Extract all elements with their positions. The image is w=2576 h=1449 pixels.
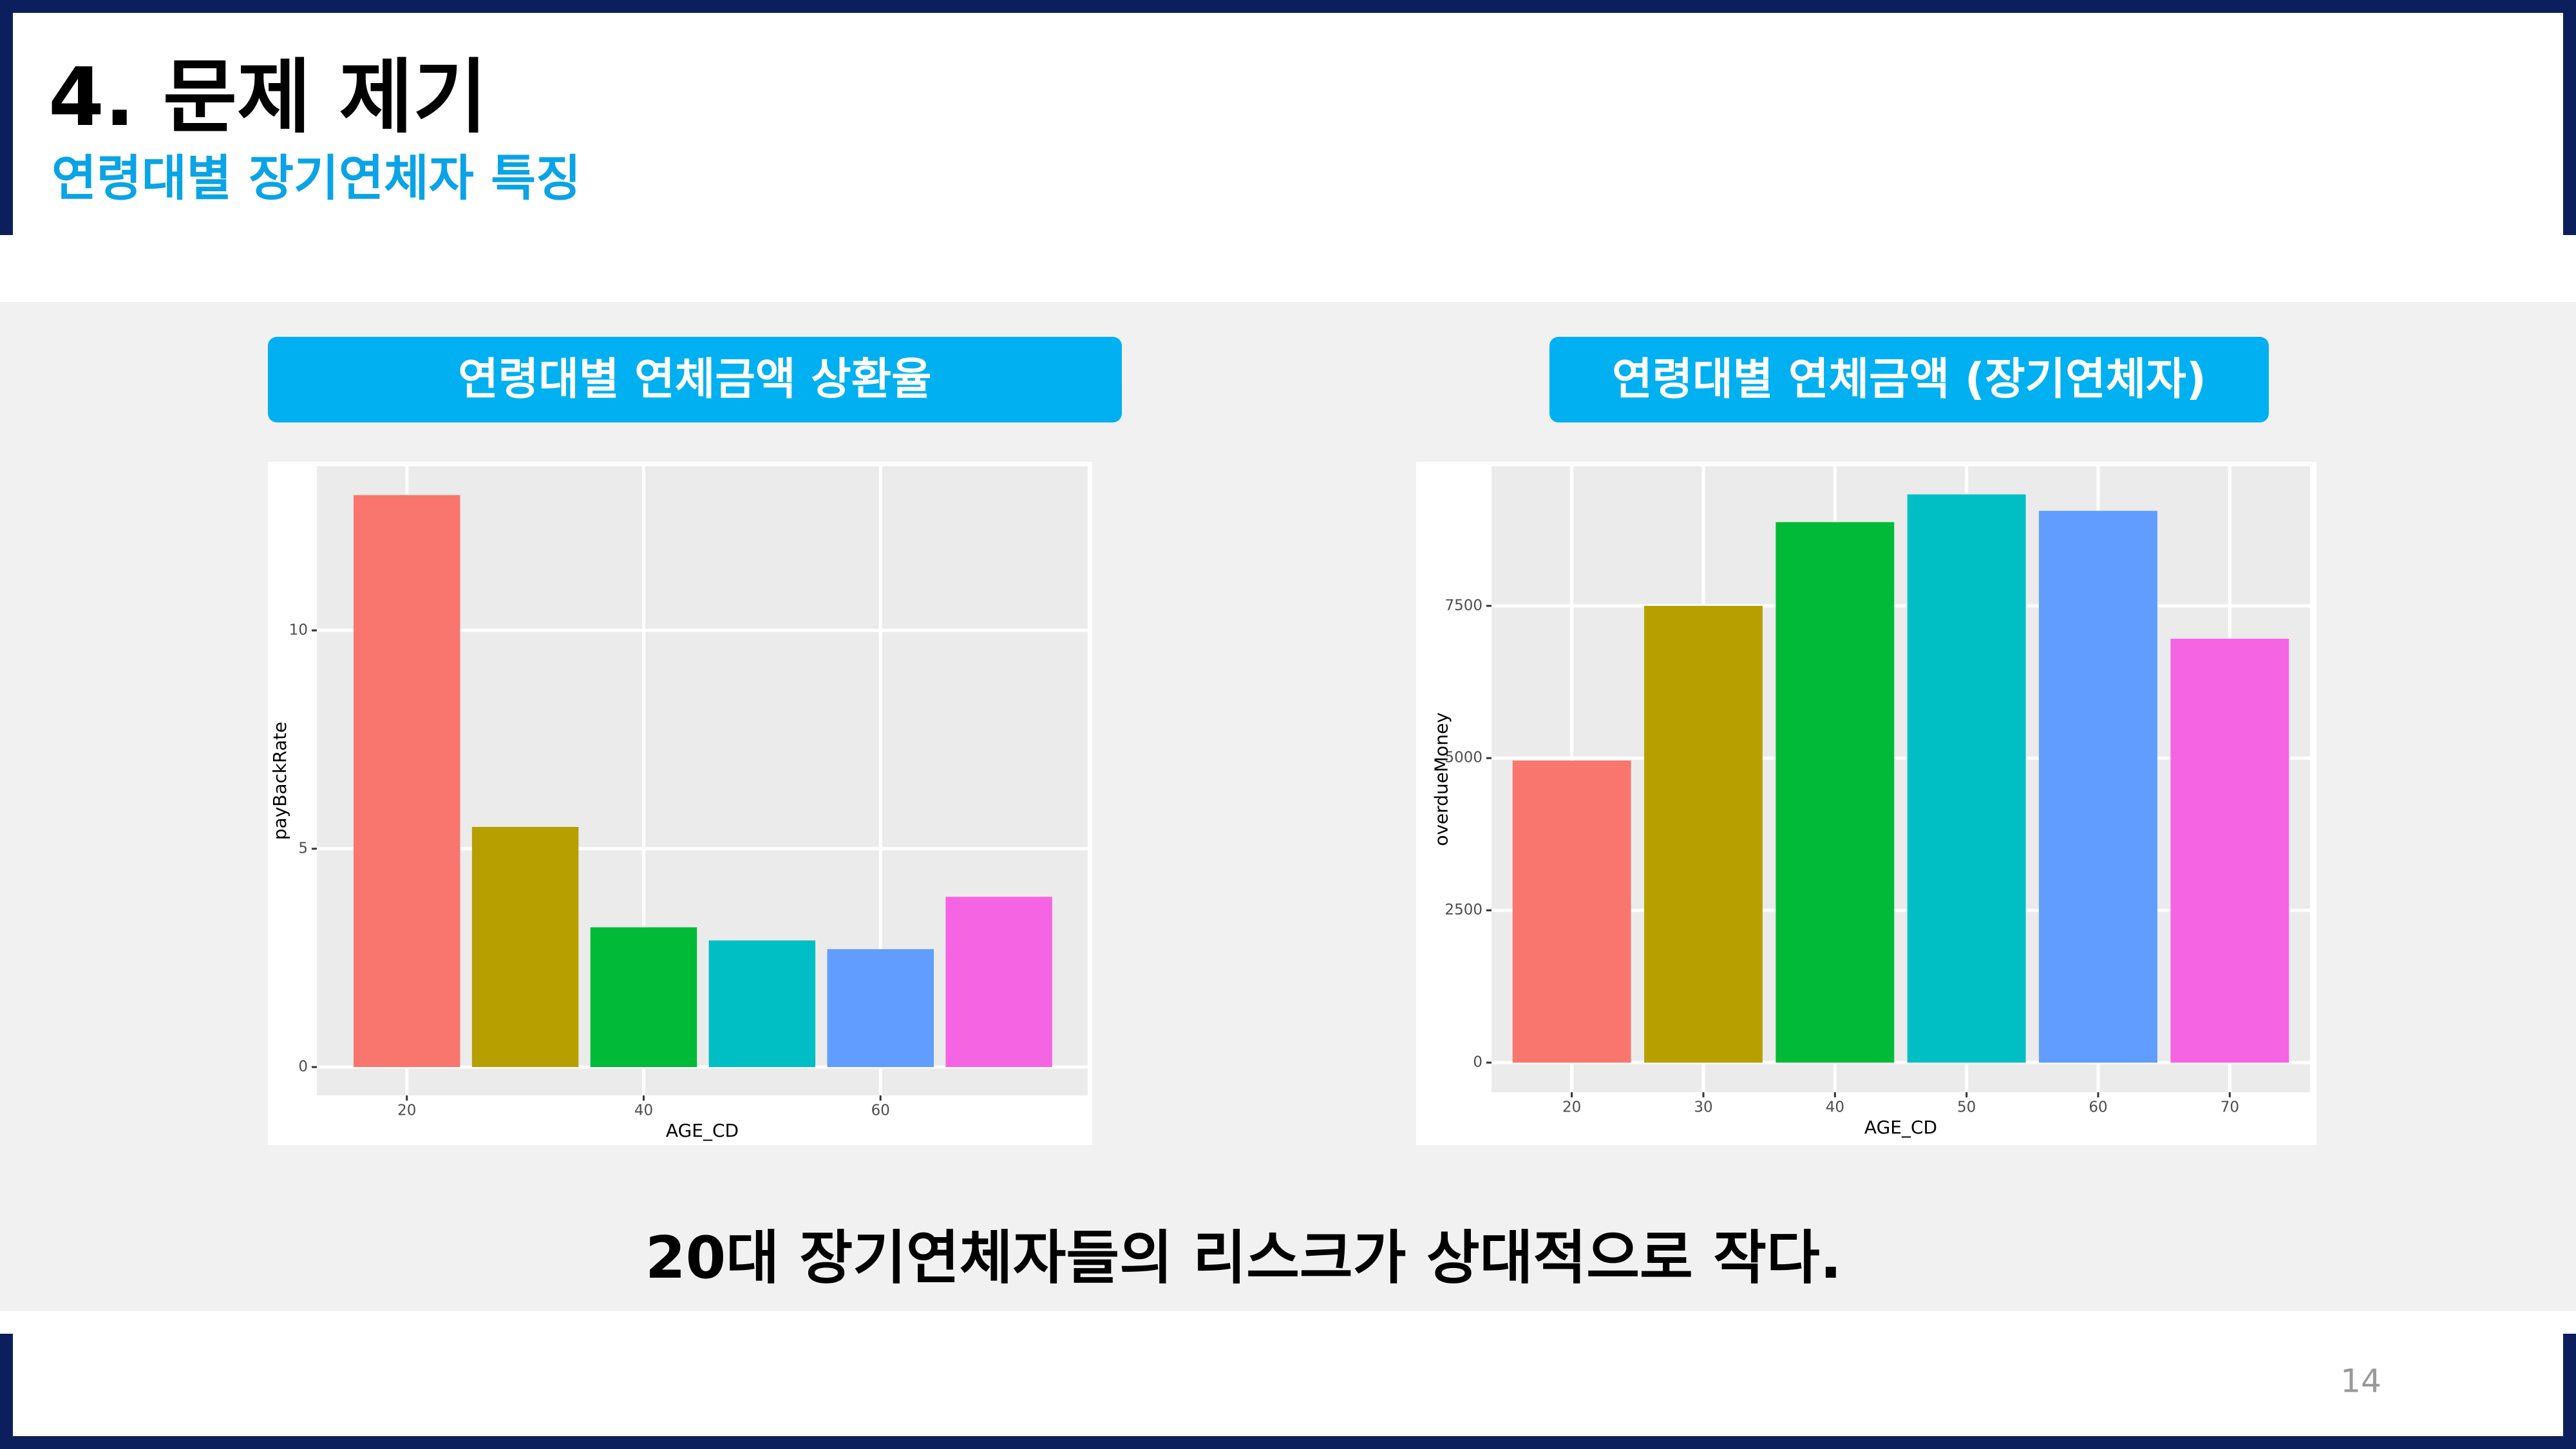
- x-tick-label: 50: [1957, 1099, 1976, 1116]
- x-tick-label: 30: [1694, 1099, 1712, 1116]
- x-tick-label: 60: [2088, 1099, 2107, 1116]
- x-tick-label: 20: [1562, 1099, 1581, 1116]
- bar: [1644, 605, 1763, 1063]
- right-stripe-bottom: [2563, 1334, 2576, 1449]
- bar: [590, 927, 697, 1067]
- bar: [827, 949, 934, 1067]
- bar: [2039, 511, 2157, 1063]
- bar: [1512, 760, 1631, 1063]
- title-box: [268, 337, 1122, 422]
- y-tick-label: 7500: [1444, 597, 1482, 614]
- y-tick-label: 5000: [1444, 750, 1482, 766]
- bottom-bar: [0, 1436, 2576, 1449]
- x-tick-label: 40: [634, 1103, 653, 1119]
- x-axis-label: AGE_CD: [666, 1120, 739, 1141]
- right-stripe: [2563, 0, 2576, 235]
- conclusion: 20대 장기연체자들의 리스크가 상대적으로 작다.: [645, 1224, 1842, 1292]
- x-tick-label: 20: [397, 1103, 416, 1119]
- x-axis-label: AGE_CD: [1864, 1117, 1937, 1138]
- slide-subtitle: 연령대별 장기연체자 특징: [52, 149, 581, 207]
- y-tick-label: 0: [298, 1058, 308, 1075]
- page-number: 14: [2340, 1363, 2382, 1400]
- y-axis-label: payBackRate: [269, 722, 290, 840]
- chart-title: 연령대별 연체금액 상환율: [458, 354, 932, 405]
- bar: [708, 940, 816, 1067]
- y-tick-label: 2500: [1444, 902, 1482, 918]
- slide-title: 4. 문제 제기: [48, 51, 488, 144]
- x-tick-label: 60: [871, 1103, 890, 1119]
- y-tick-label: 10: [289, 621, 308, 638]
- bar: [471, 827, 579, 1067]
- y-tick-label: 0: [1473, 1054, 1482, 1071]
- bar: [2170, 638, 2289, 1063]
- x-tick-label: 70: [2221, 1099, 2239, 1116]
- y-tick-label: 5: [298, 840, 308, 857]
- x-tick-label: 40: [1826, 1099, 1844, 1116]
- bar: [354, 495, 460, 1067]
- title-box: [1549, 337, 2269, 422]
- left-stripe-bottom: [0, 1334, 13, 1449]
- chart-title: 연령대별 연체금액 (장기연체자): [1612, 354, 2206, 405]
- top-bar: [0, 0, 2576, 13]
- bar: [1907, 494, 2026, 1063]
- left-stripe: [0, 0, 13, 235]
- bar: [945, 896, 1052, 1067]
- bar: [1776, 522, 1895, 1063]
- y-axis-label: overdueMoney: [1431, 712, 1452, 846]
